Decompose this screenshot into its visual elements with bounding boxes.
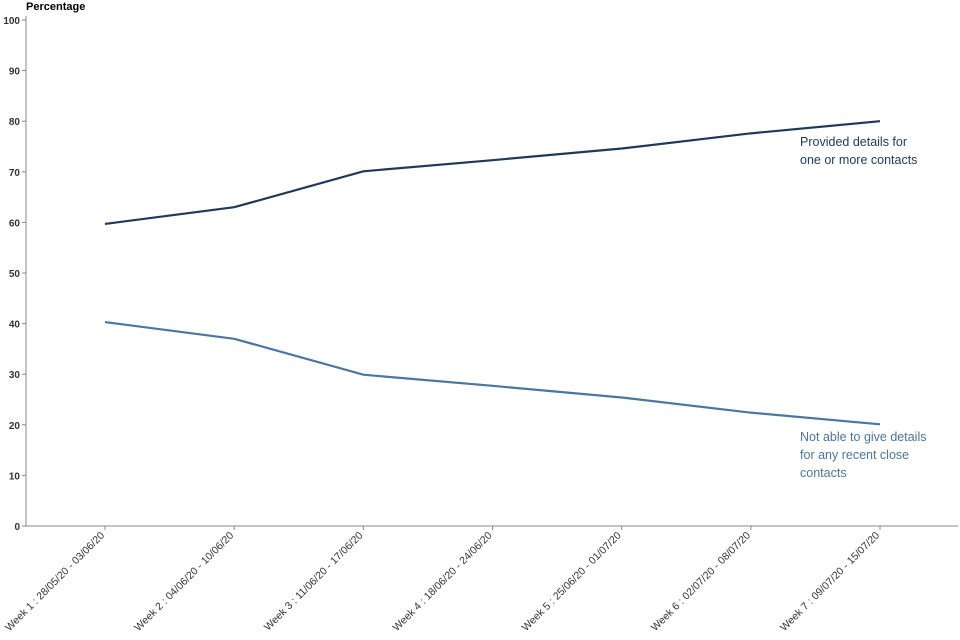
x-tick-label: Week 6 : 02/07/20 - 08/07/20 <box>649 530 753 634</box>
y-tick-label: 20 <box>9 421 21 432</box>
x-tick-label: Week 1 : 28/05/20 - 03/06/20 <box>3 530 107 634</box>
y-tick-label: 70 <box>9 168 21 179</box>
x-tick-label: Week 2 : 04/06/20 - 10/06/20 <box>132 530 236 634</box>
x-tick-label: Week 5 : 25/06/20 - 01/07/20 <box>520 530 624 634</box>
y-axis-title: Percentage <box>26 1 85 13</box>
series-line <box>104 320 881 426</box>
y-tick-label: 80 <box>9 117 21 128</box>
y-tick-label: 0 <box>14 522 20 533</box>
y-tick-label: 30 <box>9 370 21 381</box>
series-label: Provided details for one or more contact… <box>800 135 918 168</box>
series-label: Not able to give details for any recent … <box>800 430 927 481</box>
y-tick-label: 40 <box>9 320 21 331</box>
y-tick-label: 60 <box>9 218 21 229</box>
x-tick-label: Week 4 : 18/06/20 - 24/06/20 <box>391 530 495 634</box>
y-tick-label: 10 <box>9 471 21 482</box>
x-tick-label: Week 7 : 09/07/20 - 15/07/20 <box>778 530 882 634</box>
y-tick-label: 50 <box>9 269 21 280</box>
x-tick-label: Week 3 : 11/06/20 - 17/06/20 <box>262 530 366 634</box>
y-tick-label: 100 <box>3 16 20 27</box>
y-tick-label: 90 <box>9 67 21 78</box>
series-line <box>104 120 881 226</box>
